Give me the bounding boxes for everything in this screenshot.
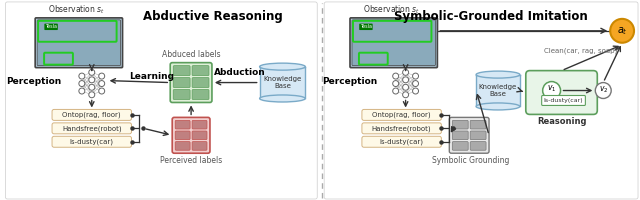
Circle shape (595, 83, 611, 98)
FancyBboxPatch shape (52, 136, 131, 147)
FancyBboxPatch shape (192, 120, 207, 129)
Circle shape (393, 81, 399, 87)
Ellipse shape (476, 71, 520, 78)
Circle shape (413, 73, 419, 79)
Text: $v_2$: $v_2$ (598, 84, 608, 95)
Text: Perceived labels: Perceived labels (160, 156, 222, 165)
Text: Perception: Perception (6, 77, 62, 86)
FancyBboxPatch shape (192, 131, 207, 140)
Text: Reasoning: Reasoning (537, 117, 586, 126)
Text: Observation $s_t$: Observation $s_t$ (363, 3, 420, 16)
Text: Symbolic Grounding: Symbolic Grounding (433, 156, 510, 165)
Text: Abductive Reasoning: Abductive Reasoning (143, 10, 283, 23)
FancyBboxPatch shape (324, 2, 638, 199)
Text: Clean(car, rag, soap): Clean(car, rag, soap) (544, 47, 617, 54)
FancyBboxPatch shape (192, 66, 209, 76)
Circle shape (99, 73, 105, 79)
Text: Abduction: Abduction (214, 68, 266, 77)
Circle shape (543, 82, 561, 99)
Circle shape (393, 73, 399, 79)
Text: Learning: Learning (129, 72, 174, 81)
Text: Abduced labels: Abduced labels (162, 50, 220, 59)
Circle shape (403, 69, 408, 75)
Text: Handsfree(robot): Handsfree(robot) (372, 125, 431, 132)
FancyBboxPatch shape (476, 75, 520, 106)
FancyBboxPatch shape (452, 142, 468, 150)
FancyBboxPatch shape (452, 120, 468, 129)
FancyBboxPatch shape (192, 90, 209, 99)
Text: Ontop(rag, floor): Ontop(rag, floor) (372, 112, 431, 118)
FancyBboxPatch shape (173, 66, 190, 76)
FancyBboxPatch shape (172, 117, 210, 153)
Text: Knowledge
Base: Knowledge Base (263, 76, 301, 89)
FancyBboxPatch shape (175, 142, 190, 150)
Circle shape (79, 73, 85, 79)
Text: Tesla: Tesla (360, 24, 372, 29)
FancyBboxPatch shape (173, 78, 190, 88)
FancyBboxPatch shape (175, 120, 190, 129)
FancyBboxPatch shape (192, 142, 207, 150)
Circle shape (89, 92, 95, 98)
Circle shape (403, 84, 408, 90)
Circle shape (99, 88, 105, 94)
FancyBboxPatch shape (52, 123, 131, 134)
FancyBboxPatch shape (541, 95, 586, 105)
FancyBboxPatch shape (352, 20, 435, 66)
Text: Is-dusty(car): Is-dusty(car) (544, 98, 583, 103)
FancyBboxPatch shape (470, 142, 486, 150)
FancyBboxPatch shape (362, 136, 442, 147)
FancyBboxPatch shape (362, 123, 442, 134)
Text: Symbolic-Grounded Imitation: Symbolic-Grounded Imitation (394, 10, 588, 23)
Circle shape (99, 81, 105, 87)
Circle shape (403, 77, 408, 83)
FancyBboxPatch shape (37, 20, 120, 66)
Circle shape (393, 88, 399, 94)
Circle shape (403, 92, 408, 98)
FancyBboxPatch shape (192, 78, 209, 88)
FancyBboxPatch shape (362, 109, 442, 120)
Text: Observation $s_t$: Observation $s_t$ (49, 3, 106, 16)
Circle shape (413, 88, 419, 94)
Circle shape (89, 77, 95, 83)
Ellipse shape (260, 95, 305, 102)
Ellipse shape (476, 103, 520, 110)
FancyBboxPatch shape (5, 2, 317, 199)
Text: Ontop(rag, floor): Ontop(rag, floor) (63, 112, 121, 118)
Text: Perception: Perception (323, 77, 378, 86)
FancyBboxPatch shape (173, 90, 190, 99)
Text: Knowledge
Base: Knowledge Base (479, 84, 517, 97)
Circle shape (413, 81, 419, 87)
FancyBboxPatch shape (170, 63, 212, 102)
FancyBboxPatch shape (35, 18, 123, 68)
FancyBboxPatch shape (470, 120, 486, 129)
FancyBboxPatch shape (470, 131, 486, 140)
Text: Is-dusty(car): Is-dusty(car) (70, 139, 114, 145)
FancyBboxPatch shape (526, 71, 597, 114)
Text: Is-dusty(car): Is-dusty(car) (380, 139, 424, 145)
Text: Handsfree(robot): Handsfree(robot) (62, 125, 122, 132)
Circle shape (79, 88, 85, 94)
Ellipse shape (260, 63, 305, 70)
Text: $v_1$: $v_1$ (547, 83, 556, 94)
Circle shape (79, 81, 85, 87)
FancyBboxPatch shape (175, 131, 190, 140)
FancyBboxPatch shape (52, 109, 131, 120)
FancyBboxPatch shape (452, 131, 468, 140)
Circle shape (610, 19, 634, 43)
FancyBboxPatch shape (350, 18, 437, 68)
Text: $a_t$: $a_t$ (617, 25, 628, 37)
Text: Tesla: Tesla (45, 24, 57, 29)
FancyBboxPatch shape (260, 67, 305, 98)
Circle shape (89, 69, 95, 75)
Circle shape (89, 84, 95, 90)
FancyBboxPatch shape (449, 117, 489, 153)
